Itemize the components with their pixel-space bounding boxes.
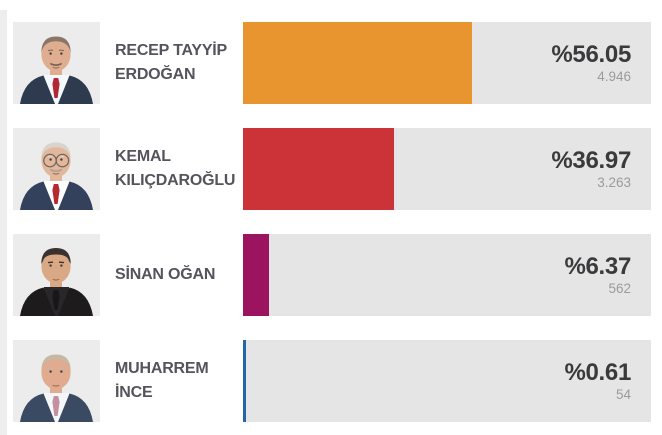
candidate-name-line2: İNCE — [115, 384, 153, 401]
vote-percentage: %6.37 — [564, 253, 631, 281]
vote-percentage: %56.05 — [551, 41, 631, 69]
vote-bar-track: %56.05 4.946 — [243, 22, 651, 104]
candidate-name: RECEP TAYYİP ERDOĞAN — [115, 22, 243, 104]
candidate-name: KEMAL KILIÇDAROĞLU — [115, 128, 243, 210]
vote-value-block: %56.05 4.946 — [551, 22, 651, 104]
candidate-name-line2: ERDOĞAN — [115, 66, 196, 83]
vote-bar-track: %36.97 3.263 — [243, 128, 651, 210]
vote-bar — [243, 22, 472, 104]
candidate-name-line2: KILIÇDAROĞLU — [115, 172, 236, 189]
candidate-name: SİNAN OĞAN — [115, 234, 243, 316]
vote-bar — [243, 340, 246, 422]
vote-count: 54 — [615, 387, 631, 403]
candidate-photo — [13, 22, 100, 104]
candidate-row: KEMAL KILIÇDAROĞLU %36.97 3.263 — [13, 128, 651, 210]
candidate-row: RECEP TAYYİP ERDOĞAN %56.05 4.946 — [13, 22, 651, 104]
candidate-name-line1: RECEP TAYYİP — [115, 42, 228, 59]
vote-value-block: %0.61 54 — [564, 340, 651, 422]
candidate-photo — [13, 340, 100, 422]
vote-percentage: %0.61 — [564, 359, 631, 387]
vote-bar — [243, 234, 269, 316]
vote-bar-track: %6.37 562 — [243, 234, 651, 316]
vote-count: 4.946 — [597, 69, 631, 85]
candidate-photo — [13, 128, 100, 210]
candidate-photo — [13, 234, 100, 316]
vote-bar-track: %0.61 54 — [243, 340, 651, 422]
left-edge-strip — [0, 10, 7, 435]
candidate-name-line1: MUHARREM — [115, 360, 209, 377]
vote-count: 562 — [608, 281, 631, 297]
candidate-row: MUHARREM İNCE %0.61 54 — [13, 340, 651, 422]
candidate-name: MUHARREM İNCE — [115, 340, 243, 422]
candidate-row: SİNAN OĞAN %6.37 562 — [13, 234, 651, 316]
candidate-name-line1: KEMAL — [115, 148, 171, 165]
vote-value-block: %6.37 562 — [564, 234, 651, 316]
candidate-name-line1: SİNAN OĞAN — [115, 266, 216, 283]
vote-value-block: %36.97 3.263 — [551, 128, 651, 210]
vote-bar — [243, 128, 394, 210]
vote-count: 3.263 — [597, 175, 631, 191]
vote-percentage: %36.97 — [551, 147, 631, 175]
